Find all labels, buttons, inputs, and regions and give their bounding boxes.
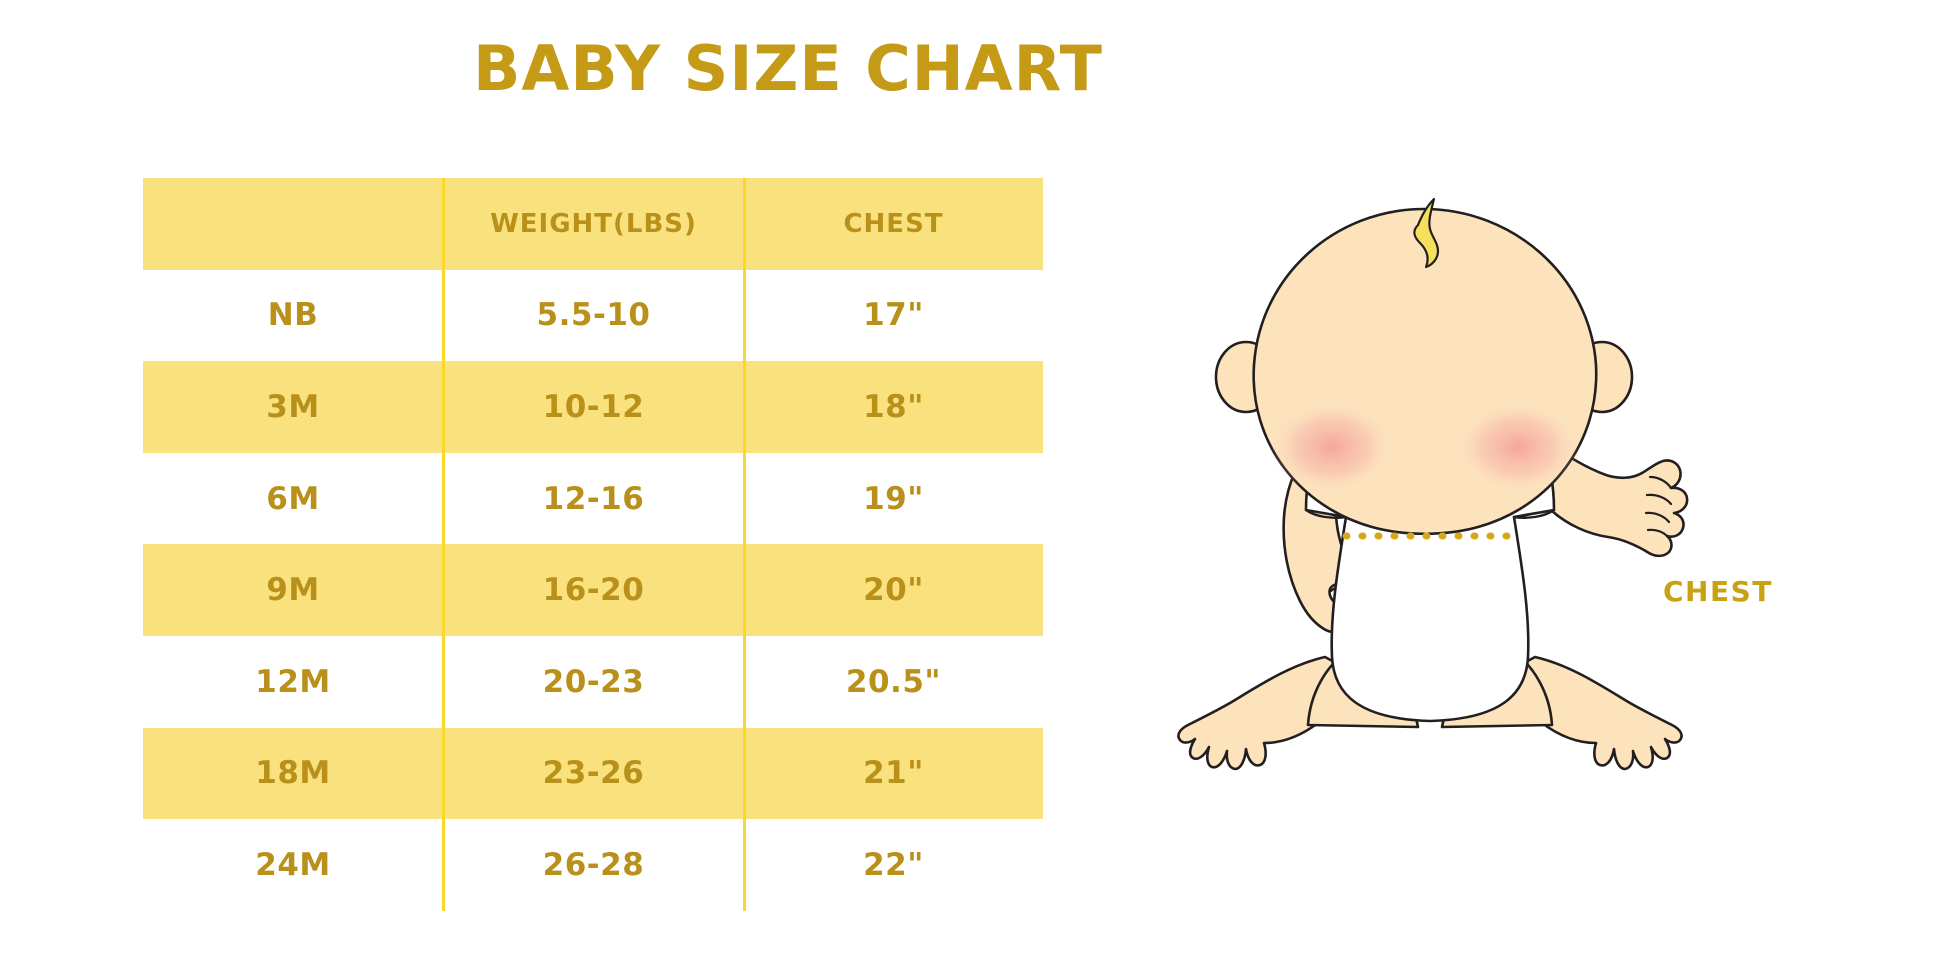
table-cell-chest: 21" — [863, 755, 924, 792]
table-cell-chest: 18" — [863, 388, 924, 425]
table-column-divider-2 — [743, 178, 746, 911]
table-cell-size: 24M — [255, 846, 331, 883]
table-row: 24M 26-28 22" — [143, 819, 1043, 911]
page-title: BABY SIZE CHART — [0, 32, 1946, 105]
chest-label: CHEST — [1663, 575, 1773, 608]
page-title-text: BABY SIZE CHART — [473, 32, 1103, 105]
table-row: 9M 16-20 20" — [143, 544, 1043, 636]
table-cell-weight: 10-12 — [542, 388, 645, 425]
table-column-divider-1 — [442, 178, 445, 911]
baby-illustration — [1150, 195, 1710, 835]
table-cell-chest: 20.5" — [845, 663, 942, 700]
table-cell-weight: 20-23 — [542, 663, 645, 700]
baby-left-cheek — [1270, 401, 1394, 493]
table-cell-chest: 22" — [863, 846, 924, 883]
baby-right-leg — [1496, 655, 1683, 771]
table-cell-size: 9M — [266, 572, 320, 609]
table-cell-chest: 17" — [863, 297, 924, 334]
table-row: 12M 20-23 20.5" — [143, 636, 1043, 728]
table-row: 6M 12-16 19" — [143, 453, 1043, 545]
table-cell-weight: 12-16 — [542, 480, 645, 517]
table-header-cell: WEIGHT(LBS) — [490, 208, 697, 239]
table-cell-weight: 5.5-10 — [536, 297, 651, 334]
table-header-row: WEIGHT(LBS) CHEST — [143, 178, 1043, 270]
size-table: WEIGHT(LBS) CHEST NB 5.5-10 17" 3M 10-12 18" 6M 1… — [143, 178, 1043, 911]
table-cell-chest: 20" — [863, 572, 924, 609]
baby-right-fist-knuckles — [1644, 475, 1673, 538]
table-cell-size: NB — [267, 297, 319, 334]
table-cell-size: 12M — [255, 663, 331, 700]
table-header-cell: CHEST — [843, 208, 944, 239]
baby-left-leg — [1177, 655, 1364, 771]
table-cell-size: 6M — [266, 480, 320, 517]
table-cell-chest: 19" — [863, 480, 924, 517]
table-cell-weight: 26-28 — [542, 846, 645, 883]
baby-hair-curl — [1413, 197, 1440, 269]
table-cell-size: 18M — [255, 755, 331, 792]
table-cell-weight: 16-20 — [542, 572, 645, 609]
table-row: NB 5.5-10 17" — [143, 270, 1043, 362]
table-row: 3M 10-12 18" — [143, 361, 1043, 453]
baby-right-cheek — [1456, 401, 1580, 493]
table-row: 18M 23-26 21" — [143, 727, 1043, 820]
table-cell-weight: 23-26 — [542, 755, 645, 792]
table-cell-size: 3M — [266, 388, 320, 425]
